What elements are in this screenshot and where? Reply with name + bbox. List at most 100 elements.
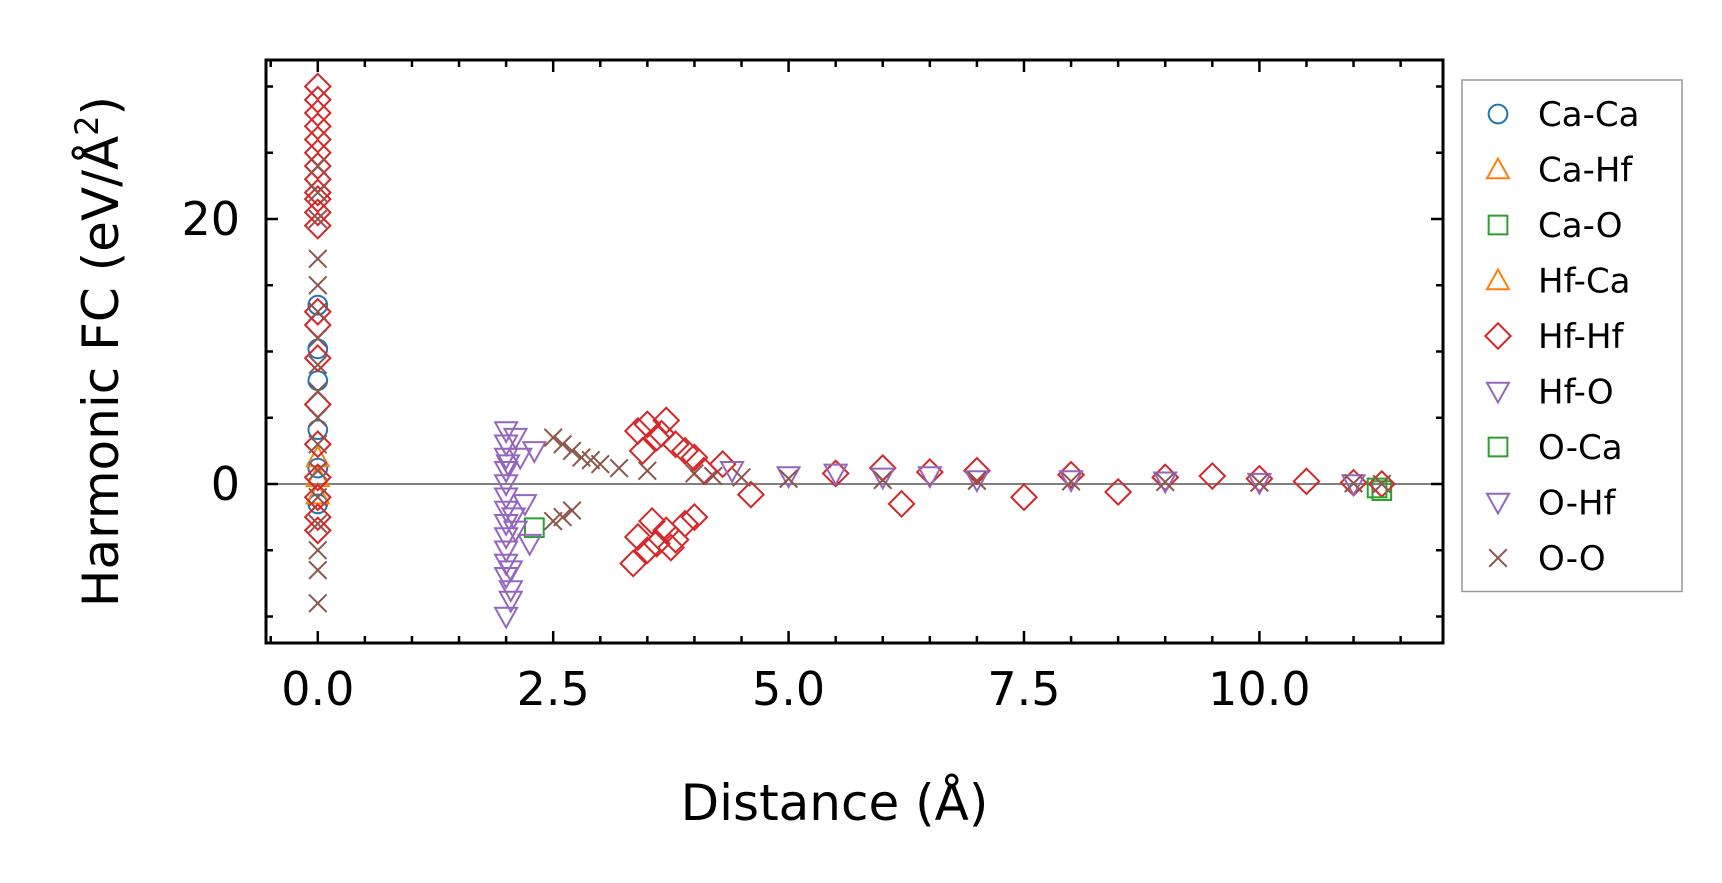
point-hf-o bbox=[493, 540, 519, 564]
legend-label: Hf-Hf bbox=[1538, 317, 1625, 357]
point-hf-hf bbox=[303, 198, 332, 227]
point-o-o bbox=[308, 514, 328, 534]
point-o-o bbox=[308, 381, 328, 401]
point-hf-o bbox=[493, 434, 519, 458]
point-hf-o bbox=[822, 463, 849, 487]
point-o-hf bbox=[502, 520, 529, 544]
legend-label: Ca-Hf bbox=[1538, 151, 1633, 191]
legend-label: Ca-O bbox=[1538, 206, 1623, 246]
point-hf-hf bbox=[887, 489, 916, 518]
point-hf-o bbox=[493, 447, 519, 471]
x-tick-label: 7.5 bbox=[987, 662, 1060, 716]
y-axis-title-main: Harmonic FC (eV/Å bbox=[72, 136, 130, 607]
point-ca-ca bbox=[307, 294, 329, 316]
legend-item-hf-hf: Hf-Hf bbox=[1483, 317, 1625, 357]
point-hf-hf bbox=[652, 406, 681, 435]
point-o-o bbox=[873, 470, 893, 490]
point-hf-hf bbox=[670, 509, 700, 538]
point-hf-o bbox=[1246, 472, 1273, 496]
point-hf-o bbox=[1152, 471, 1178, 495]
point-o-o bbox=[581, 450, 601, 470]
point-hf-o bbox=[917, 466, 943, 490]
point-hf-hf bbox=[708, 450, 737, 479]
point-hf-hf bbox=[619, 549, 648, 578]
point-hf-o bbox=[870, 467, 896, 491]
point-hf-hf bbox=[1009, 483, 1039, 512]
legend-marker-hf-o bbox=[1485, 381, 1511, 405]
point-hf-hf bbox=[1198, 461, 1227, 491]
point-o-o bbox=[308, 461, 328, 481]
legend-label: Ca-Ca bbox=[1538, 95, 1639, 135]
point-hf-hf bbox=[633, 536, 662, 565]
point-hf-hf bbox=[1292, 467, 1321, 496]
legend-item-ca-hf: Ca-Hf bbox=[1485, 151, 1633, 191]
point-o-o bbox=[308, 182, 328, 203]
point-hf-hf bbox=[303, 178, 332, 207]
x-tick-label: 0.0 bbox=[281, 662, 354, 716]
point-o-o bbox=[779, 469, 799, 489]
point-o-hf bbox=[500, 507, 527, 531]
point-o-o bbox=[308, 249, 328, 269]
legend-marker-ca-o bbox=[1487, 214, 1509, 236]
legend-item-hf-o: Hf-O bbox=[1485, 373, 1614, 413]
point-hf-hf bbox=[623, 522, 652, 552]
legend-label: O-Hf bbox=[1538, 484, 1617, 524]
x-tick-label: 10.0 bbox=[1208, 662, 1310, 716]
point-o-o bbox=[703, 466, 723, 486]
point-hf-o bbox=[1058, 470, 1084, 494]
series-o-o bbox=[308, 156, 1392, 613]
point-hf-o bbox=[493, 527, 519, 551]
series-hf-o bbox=[493, 421, 1367, 630]
point-hf-o bbox=[493, 500, 519, 524]
point-hf-hf bbox=[628, 436, 657, 465]
point-o-o bbox=[562, 500, 582, 521]
point-o-o bbox=[609, 458, 629, 478]
y-axis-title: Harmonic FC (eV/Å2) bbox=[68, 96, 130, 607]
point-o-o bbox=[1372, 474, 1392, 494]
point-o-o bbox=[553, 434, 573, 454]
point-hf-o bbox=[1340, 474, 1367, 498]
point-o-o bbox=[543, 511, 563, 531]
point-o-o bbox=[590, 454, 610, 474]
point-hf-hf bbox=[303, 516, 332, 545]
point-o-o bbox=[684, 463, 704, 483]
point-hf-hf bbox=[736, 480, 765, 509]
point-hf-hf bbox=[656, 533, 685, 562]
point-hf-o bbox=[493, 606, 519, 630]
point-o-o bbox=[308, 408, 328, 428]
point-o-o bbox=[308, 593, 328, 613]
legend-item-o-ca: O-Ca bbox=[1487, 428, 1623, 468]
point-hf-hf bbox=[303, 211, 332, 240]
legend-marker-ca-ca bbox=[1487, 103, 1509, 125]
point-o-o bbox=[308, 275, 328, 295]
point-hf-o bbox=[493, 421, 519, 445]
legend-marker-hf-ca bbox=[1485, 267, 1511, 291]
y-axis-label: Harmonic FC (eV/Å2) bbox=[68, 96, 130, 607]
ticks bbox=[266, 60, 1443, 643]
legend: Ca-Ca Ca-Hf Ca-O Hf-Ca Hf-Hf Hf-O O-Ca O-Hf O-O bbox=[1461, 79, 1683, 593]
point-hf-o bbox=[493, 460, 519, 484]
x-tick-label: 2.5 bbox=[517, 662, 590, 716]
legend-marker-o-o bbox=[1488, 548, 1508, 568]
point-o-o bbox=[1249, 473, 1269, 493]
point-o-o bbox=[308, 156, 328, 176]
x-axis-label: Distance (Å) bbox=[681, 774, 989, 832]
point-hf-hf bbox=[303, 344, 332, 373]
legend-marker-hf-hf bbox=[1483, 321, 1513, 351]
legend-label: O-Ca bbox=[1538, 428, 1623, 468]
point-o-o bbox=[308, 560, 328, 580]
legend-item-ca-ca: Ca-Ca bbox=[1487, 95, 1639, 135]
series-o-hf bbox=[495, 454, 529, 584]
point-o-o bbox=[553, 507, 573, 527]
point-hf-o bbox=[521, 441, 548, 464]
point-o-o bbox=[308, 540, 328, 560]
legend-item-o-o: O-O bbox=[1488, 539, 1606, 579]
point-hf-hf bbox=[303, 483, 332, 512]
legend-label: O-O bbox=[1538, 539, 1606, 579]
point-o-o bbox=[732, 467, 752, 487]
x-tick-label: 5.0 bbox=[752, 662, 825, 716]
point-hf-o bbox=[964, 470, 990, 494]
point-o-o bbox=[543, 428, 563, 448]
plot-area: 0.0 2.5 5.0 7.5 10.0 0 20 bbox=[181, 58, 1445, 716]
